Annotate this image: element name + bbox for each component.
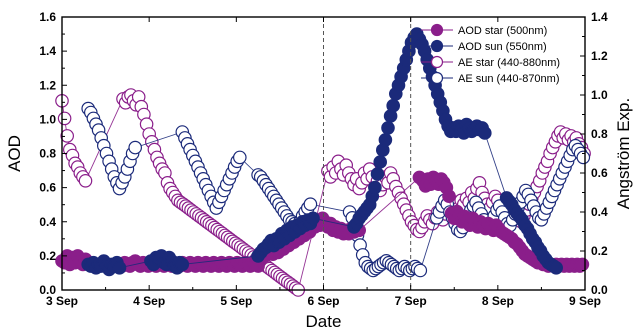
- legend: AOD star (500nm) AOD sun (550nm) AE star (…: [421, 23, 560, 85]
- data-point: [477, 126, 492, 140]
- y-right-tick-label: 0.8: [591, 127, 608, 141]
- y-right-tick-label: 0.4: [591, 205, 608, 219]
- legend-marker: [430, 71, 444, 85]
- data-point: [233, 150, 247, 165]
- y-right-tick-label: 1.2: [591, 49, 608, 63]
- y-left-tick-label: 0.0: [39, 283, 56, 297]
- data-point: [549, 260, 563, 275]
- y-left-tick-label: 1.6: [39, 10, 56, 24]
- x-tick-label: 3 Sep: [46, 294, 78, 308]
- y-left-tick-label: 0.4: [39, 215, 56, 229]
- y-right-tick-label: 0.0: [591, 283, 608, 297]
- legend-label: AOD star (500nm): [458, 25, 547, 37]
- y-right-tick-label: 1.0: [591, 88, 608, 102]
- data-point: [368, 180, 382, 195]
- legend-label: AE star (440-880nm): [458, 57, 560, 69]
- x-tick-label: 5 Sep: [220, 294, 252, 308]
- y-left-tick-label: 1.4: [39, 44, 56, 58]
- y-right-tick-label: 0.6: [591, 166, 608, 180]
- y-left-tick-label: 0.8: [39, 147, 56, 161]
- x-axis-title: Date: [306, 312, 342, 331]
- legend-marker: [430, 55, 444, 69]
- data-point: [575, 257, 590, 272]
- y-right-tick-label: 1.4: [591, 10, 608, 24]
- y-left-tick-label: 0.6: [39, 181, 56, 195]
- data-point: [306, 211, 320, 226]
- x-tick-label: 9 Sep: [569, 294, 601, 308]
- data-point: [78, 174, 93, 188]
- data-point: [303, 197, 318, 211]
- legend-marker: [430, 23, 444, 37]
- legend-label: AOD sun (550nm): [458, 41, 547, 53]
- y-left-tick-label: 1.2: [39, 78, 56, 92]
- data-point: [373, 155, 387, 169]
- y-left-tick-label: 1.0: [39, 112, 56, 126]
- data-point: [386, 98, 400, 113]
- data-point: [413, 263, 428, 278]
- series-1: [81, 27, 563, 277]
- data-point: [442, 189, 456, 203]
- y-left-axis-title: AOD: [5, 135, 24, 172]
- x-tick-label: 7 Sep: [395, 294, 427, 308]
- data-point: [112, 260, 127, 275]
- data-point: [378, 133, 393, 147]
- x-tick-label: 8 Sep: [482, 294, 514, 308]
- data-point: [381, 121, 395, 135]
- data-point: [57, 111, 72, 126]
- data-point: [128, 140, 142, 155]
- data-point: [175, 257, 190, 272]
- x-tick-label: 4 Sep: [133, 294, 165, 308]
- x-tick-label: 6 Sep: [307, 294, 339, 308]
- y-left-tick-label: 0.2: [39, 249, 56, 263]
- y-right-tick-label: 0.2: [591, 244, 608, 258]
- series-layer: [55, 27, 591, 297]
- data-point: [370, 167, 385, 181]
- legend-marker: [430, 39, 444, 53]
- legend-label: AE sun (440-870nm): [458, 73, 560, 85]
- frame-layer: 3 Sep 4 Sep 5 Sep 6 Sep 7 Sep 8 Sep 9 Sep0.00.…: [5, 10, 633, 331]
- data-point: [576, 150, 591, 165]
- y-right-axis-title: Angström Exp.: [614, 98, 633, 210]
- data-point: [60, 129, 74, 143]
